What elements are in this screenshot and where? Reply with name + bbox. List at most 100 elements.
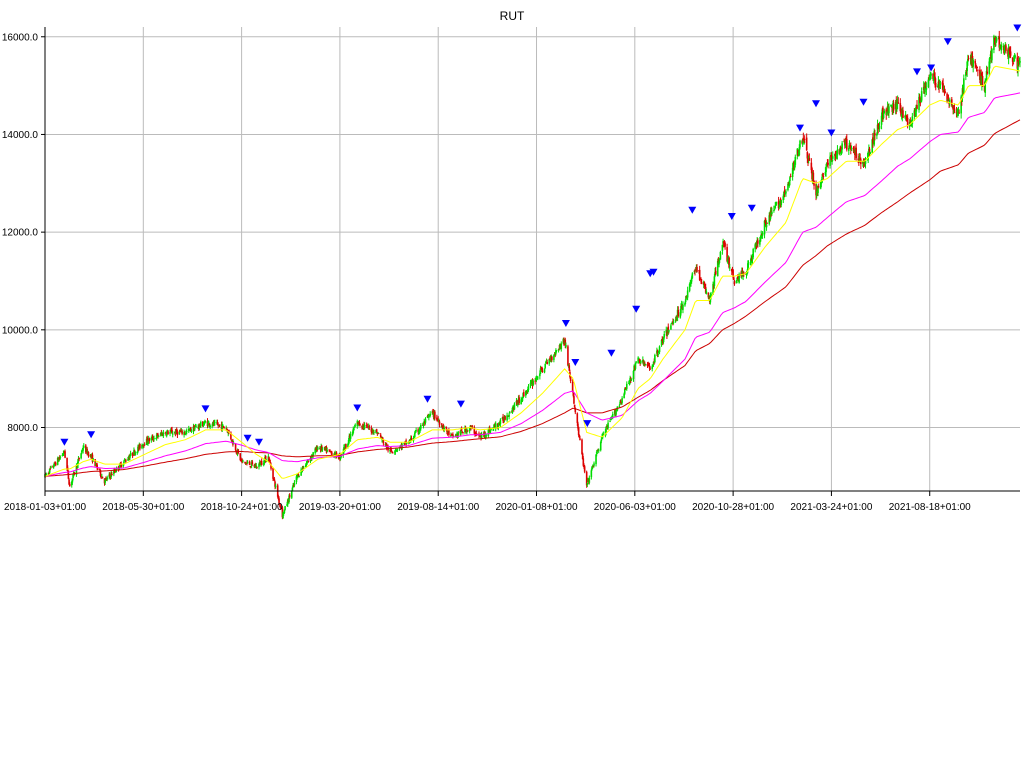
candle-body — [716, 260, 719, 276]
candle-body — [87, 452, 90, 457]
candle-body — [691, 273, 694, 279]
candle-body — [555, 350, 558, 352]
candle-body — [595, 454, 597, 465]
candle-body — [295, 476, 298, 482]
candle-body — [513, 403, 516, 410]
candle-body — [176, 431, 179, 436]
candle-body — [230, 432, 232, 440]
candle-body — [506, 416, 509, 417]
candle-body — [886, 112, 888, 116]
candle-body — [71, 478, 74, 483]
candle-body — [747, 263, 749, 271]
candle-body — [976, 66, 979, 69]
candle-body — [768, 215, 771, 224]
candle-body — [873, 131, 876, 145]
candle-body — [136, 451, 139, 454]
candle-body — [638, 359, 641, 362]
candle-body — [985, 70, 988, 82]
candle-body — [541, 366, 543, 370]
candle-body — [890, 105, 893, 107]
candle-body — [68, 483, 71, 487]
candle-body — [492, 427, 495, 429]
candle-body — [789, 177, 791, 182]
candle-body — [415, 430, 417, 432]
candle-body — [298, 475, 300, 478]
candle-body — [573, 404, 576, 407]
candle-body — [537, 377, 539, 379]
signal-marker — [243, 434, 252, 442]
candle-body — [231, 439, 234, 441]
candle-body — [47, 473, 50, 475]
candle-body — [909, 120, 912, 124]
candle-body — [735, 280, 738, 283]
candle-body — [470, 425, 472, 428]
candle-body — [418, 431, 420, 433]
candle-body — [363, 424, 366, 429]
candle-body — [502, 420, 505, 422]
candle-body — [600, 439, 603, 442]
candle-body — [56, 458, 59, 465]
y-tick-label: 14000.0 — [2, 130, 39, 141]
candle-body — [282, 512, 284, 519]
candle-body — [139, 443, 141, 449]
candle-body — [394, 451, 397, 453]
signal-marker — [583, 420, 592, 428]
candle-body — [787, 183, 789, 191]
candle-body — [927, 79, 930, 88]
candle-body — [953, 108, 956, 112]
candle-body — [759, 237, 762, 242]
candle-body — [518, 397, 520, 404]
candle-body — [45, 474, 48, 476]
candle-body — [456, 433, 458, 435]
candle-body — [726, 259, 729, 263]
candle-body — [169, 430, 172, 432]
candle-body — [899, 103, 902, 112]
candle-body — [178, 431, 181, 435]
candle-body — [958, 112, 960, 114]
candle-body — [657, 353, 660, 355]
candle-body — [651, 366, 654, 369]
candle-body — [368, 426, 371, 428]
grid-lines — [44, 27, 1020, 491]
signal-marker — [727, 213, 736, 220]
candle-body — [728, 257, 730, 268]
candle-body — [932, 74, 935, 81]
candle-body — [260, 460, 263, 465]
candle-body — [808, 157, 811, 161]
candle-body — [429, 413, 431, 416]
candle-body — [330, 451, 333, 453]
candle-body — [239, 453, 242, 460]
candle-body — [309, 458, 312, 462]
candle-body — [527, 388, 529, 393]
candle-body — [639, 361, 641, 364]
candle-body — [91, 454, 94, 462]
candle-body — [829, 156, 831, 166]
candlestick-series — [44, 30, 1021, 520]
candle-body — [339, 456, 342, 459]
candle-body — [179, 431, 182, 432]
candle-body — [719, 252, 722, 260]
candle-body — [710, 293, 712, 298]
signal-marker — [927, 64, 936, 72]
candle-body — [916, 105, 918, 109]
x-tick-label: 2020-10-28+01:00 — [692, 502, 774, 513]
candle-body — [373, 431, 375, 433]
candle-body — [181, 430, 183, 434]
candle-body — [442, 425, 444, 429]
candle-body — [115, 467, 118, 471]
candle-body — [588, 477, 591, 483]
candle-body — [644, 363, 646, 365]
candle-body — [652, 364, 654, 366]
candle-body — [59, 456, 62, 458]
candle-body — [120, 463, 123, 468]
candle-body — [221, 424, 224, 430]
candle-body — [741, 270, 744, 276]
candle-body — [437, 419, 440, 421]
candle-body — [592, 466, 595, 468]
x-tick-label: 2019-08-14+01:00 — [397, 502, 479, 513]
x-tick-label: 2020-06-03+01:00 — [594, 502, 676, 513]
candle-body — [307, 460, 310, 462]
candle-body — [576, 413, 579, 423]
candle-body — [925, 87, 928, 90]
candle-body — [797, 150, 799, 156]
